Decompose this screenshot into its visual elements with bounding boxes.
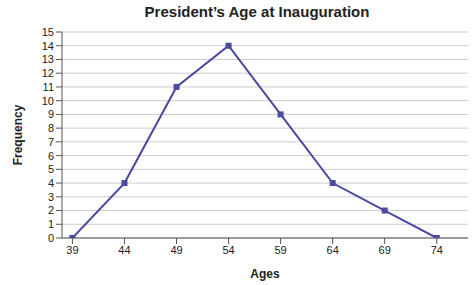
svg-text:2: 2 (48, 204, 54, 216)
svg-text:15: 15 (42, 26, 54, 38)
html-text:President’s Age at Inauguratio: President’s Age at Inauguration (144, 3, 370, 20)
svg-text:74: 74 (431, 244, 443, 256)
svg-text:54: 54 (222, 244, 234, 256)
svg-text:49: 49 (170, 244, 182, 256)
svg-text:6: 6 (48, 150, 54, 162)
svg-text:1: 1 (48, 218, 54, 230)
svg-text:69: 69 (379, 244, 391, 256)
svg-text:9: 9 (48, 108, 54, 120)
svg-text:11: 11 (43, 81, 54, 93)
svg-text:39: 39 (66, 244, 78, 256)
svg-text:8: 8 (48, 122, 54, 134)
svg-text:44: 44 (118, 244, 130, 256)
svg-text:14: 14 (42, 40, 54, 52)
svg-text:5: 5 (48, 163, 54, 175)
svg-text:10: 10 (42, 95, 54, 107)
svg-text:13: 13 (42, 53, 54, 65)
svg-text:7: 7 (48, 136, 54, 148)
svg-text:0: 0 (48, 232, 54, 244)
svg-text:59: 59 (274, 244, 286, 256)
svg-text:12: 12 (42, 67, 54, 79)
svg-text:Frequency: Frequency (11, 104, 25, 165)
svg-text:4: 4 (48, 177, 54, 189)
svg-text:64: 64 (327, 244, 339, 256)
svg-text:3: 3 (48, 191, 54, 203)
svg-text:Ages: Ages (250, 267, 280, 281)
